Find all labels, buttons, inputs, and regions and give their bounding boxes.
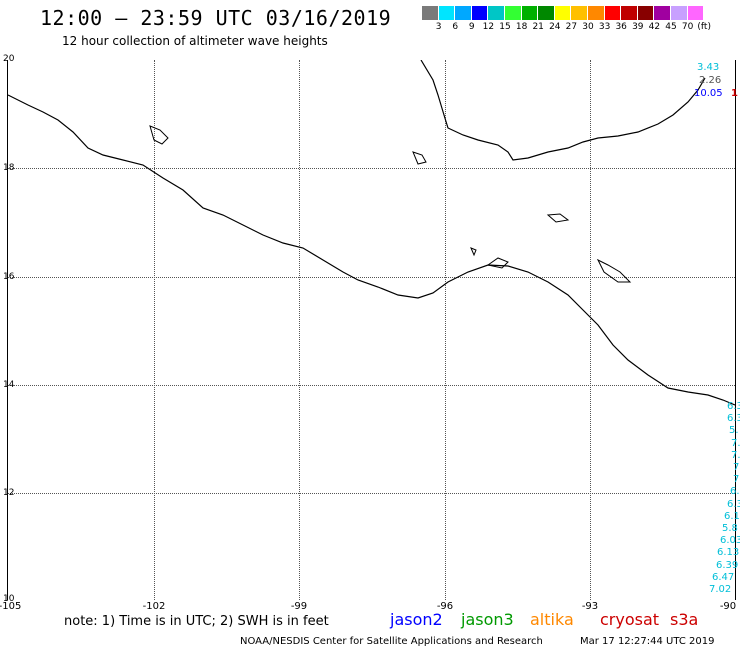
legend-swatch: [604, 6, 622, 20]
legend-swatch: [571, 6, 588, 20]
track-value: 6.03: [720, 535, 740, 547]
legend-swatch: [422, 6, 439, 20]
legend-label: 24: [549, 22, 561, 32]
lat-label: 12: [3, 488, 15, 498]
track-value: 3.43: [697, 62, 720, 73]
legend-label: 33: [598, 22, 611, 32]
color-legend-labels: 3 6 9 12 15 18 21 24 27 30 33 36 39 42 45 70 (ft): [422, 22, 740, 34]
legend-swatch: [704, 6, 721, 20]
lon-label: -105: [0, 601, 22, 612]
legend-swatch: [670, 6, 688, 20]
track-value: 2.26: [699, 75, 722, 86]
page-subtitle: 12 hour collection of altimeter wave hei…: [62, 34, 328, 48]
lat-label: 16: [3, 272, 15, 282]
grid-line-lat: [8, 277, 735, 278]
legend-swatch: [471, 6, 489, 20]
track-value: 10.05: [694, 88, 723, 99]
legend-label: 21: [532, 22, 544, 32]
track-value: 6.3: [727, 401, 740, 412]
lon-label: -96: [436, 601, 454, 612]
lon-label: -90: [719, 601, 737, 612]
lat-label: 20: [3, 54, 15, 64]
track-value: 5.8: [722, 523, 738, 534]
legend-swatch: [554, 6, 572, 20]
legend-swatch: [538, 6, 555, 20]
legend-swatch: [438, 6, 456, 20]
lon-label: -93: [581, 601, 599, 612]
legend-label: 6: [452, 22, 459, 32]
legend-swatch: [654, 6, 671, 20]
track-value: 6.3: [727, 498, 740, 510]
track-value: 7.: [731, 437, 740, 449]
timestamp: Mar 17 12:27:44 UTC 2019: [580, 636, 715, 647]
legend-label: 30: [582, 22, 594, 32]
legend-swatch: [621, 6, 638, 20]
track-value: 5.: [729, 425, 739, 437]
legend-label: 12: [482, 22, 495, 32]
legend-label: 36: [615, 22, 627, 32]
lon-label: -99: [290, 601, 308, 612]
credit-text: NOAA/NESDIS Center for Satellite Applica…: [240, 636, 543, 647]
legend-swatch: [637, 6, 655, 20]
footer-note: note: 1) Time is in UTC; 2) SWH is in fe…: [64, 614, 329, 629]
track-value: 6.13: [717, 547, 740, 559]
legend-swatch: [687, 6, 705, 20]
legend-label: 42: [648, 22, 661, 32]
lat-label: 18: [3, 163, 15, 173]
satellite-label-s3a: s3a: [670, 610, 699, 629]
legend-swatch: [455, 6, 472, 20]
map-area: [7, 60, 736, 600]
track-value: 7.: [731, 449, 740, 461]
lat-label: 10: [3, 594, 15, 604]
satellite-label-jason2: jason2: [390, 610, 443, 629]
legend-label: 39: [632, 22, 644, 32]
lon-label: -102: [142, 601, 166, 612]
track-value: 1: [731, 88, 738, 99]
track-value: 7: [733, 474, 740, 486]
legend-label: 70: [681, 22, 694, 32]
legend-label: 45: [665, 22, 677, 32]
legend-label: (ft): [697, 22, 711, 32]
color-legend: [422, 6, 721, 20]
legend-swatch: [587, 6, 605, 20]
legend-label: 15: [499, 22, 511, 32]
track-value: 7.02: [709, 584, 732, 595]
lat-label: 14: [3, 380, 15, 390]
legend-swatch: [504, 6, 522, 20]
legend-label: 9: [468, 22, 475, 32]
track-value: 6.47: [712, 571, 735, 583]
coastline: [8, 60, 735, 406]
satellite-label-altika: altika: [530, 610, 574, 629]
legend-swatch: [488, 6, 505, 20]
legend-label: 18: [515, 22, 528, 32]
grid-line-lon: [154, 60, 155, 600]
legend-label: 3: [435, 22, 442, 32]
track-value: 6.3: [727, 413, 740, 425]
page-title: 12:00 – 23:59 UTC 03/16/2019: [40, 6, 392, 30]
grid-line-lat: [8, 168, 735, 169]
grid-line-lat: [8, 493, 735, 494]
legend-swatch: [521, 6, 539, 20]
grid-line-lat: [8, 385, 735, 386]
grid-line-lon: [445, 60, 446, 600]
grid-line-lon: [299, 60, 300, 600]
satellite-label-cryosat: cryosat: [600, 610, 660, 629]
track-value: 6.: [730, 486, 740, 498]
grid-line-lon: [590, 60, 591, 600]
satellite-label-jason3: jason3: [461, 610, 514, 629]
legend-label: 27: [565, 22, 578, 32]
track-value: 6.39: [716, 559, 739, 571]
track-value: 6.1: [724, 510, 740, 522]
track-value: 7: [733, 462, 740, 473]
